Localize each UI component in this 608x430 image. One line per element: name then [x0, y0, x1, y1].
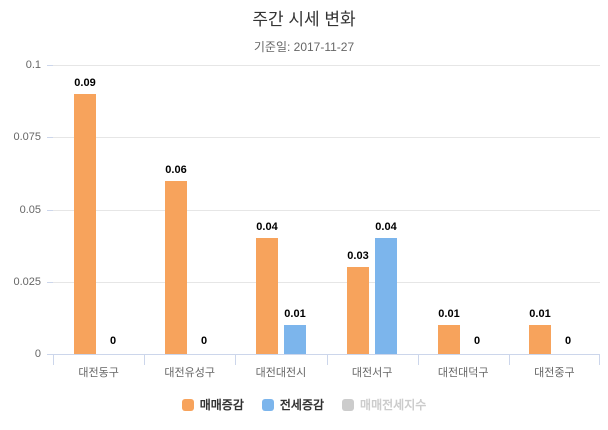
- bar-jeonse-change[interactable]: [284, 325, 306, 354]
- data-label: 0.03: [347, 250, 369, 262]
- legend-swatch-jeonse-change: [261, 398, 274, 411]
- data-label: 0: [473, 335, 481, 347]
- data-label: 0: [564, 335, 572, 347]
- y-axis-label: 0.1: [25, 59, 41, 71]
- y-axis-label: 0.025: [13, 275, 41, 288]
- y-axis-tick: [47, 209, 53, 211]
- legend-item-sale-change[interactable]: 매매증감: [181, 396, 244, 413]
- legend-swatch-sale-jeonse-index: [342, 398, 355, 411]
- x-axis-line: [53, 354, 600, 355]
- data-label: 0.04: [256, 221, 278, 233]
- y-axis-tick: [47, 137, 53, 139]
- x-axis-tick: [235, 355, 236, 365]
- x-axis-tick: [327, 355, 328, 365]
- y-axis-tick: [47, 281, 53, 283]
- legend-label-jeonse-change: 전세증감: [279, 398, 325, 412]
- bar-sale-change[interactable]: [347, 267, 369, 354]
- bar-jeonse-change[interactable]: [375, 238, 397, 354]
- gridline: [53, 65, 600, 66]
- x-axis-tick: [599, 355, 600, 365]
- x-axis-tick: [144, 355, 145, 365]
- bar-sale-change[interactable]: [438, 325, 460, 354]
- x-axis-tick: [53, 355, 54, 365]
- x-axis-label: 대전중구: [534, 367, 575, 379]
- data-label: 0.01: [529, 308, 551, 320]
- chart-subtitle: 기준일: 2017-11-27: [253, 40, 355, 54]
- data-label: 0.01: [438, 308, 460, 320]
- x-axis-tick: [509, 355, 510, 365]
- legend-swatch-sale-change: [181, 398, 194, 411]
- gridline: [53, 137, 600, 139]
- data-label: 0: [109, 335, 117, 347]
- y-axis-label: 0.05: [19, 203, 41, 216]
- plot-area: 0 0.025 0.05 0.075 0.1 대전동구 0.09 0 대전유성구 0.06 0 대전대…: [13, 59, 600, 379]
- bar-sale-change[interactable]: [74, 94, 96, 354]
- data-label: 0.09: [74, 77, 96, 89]
- y-axis-tick: [47, 354, 53, 355]
- legend: 매매증감 전세증감 매매전세지수: [0, 396, 608, 413]
- y-axis-tick: [47, 65, 53, 66]
- chart-title: 주간 시세 변화: [252, 10, 356, 29]
- x-axis-label: 대전대전시: [255, 367, 307, 379]
- y-axis-label: 0.075: [13, 131, 41, 144]
- x-axis-tick: [418, 355, 419, 365]
- bar-sale-change[interactable]: [529, 325, 551, 354]
- data-label: 0: [200, 335, 208, 347]
- x-axis-label: 대전동구: [78, 367, 119, 379]
- data-label: 0.04: [375, 221, 397, 233]
- x-axis-label: 대전대덕구: [437, 367, 489, 379]
- data-label: 0.01: [284, 308, 306, 320]
- gridline: [53, 209, 600, 211]
- bar-sale-change[interactable]: [256, 238, 278, 354]
- data-label: 0.06: [165, 164, 187, 176]
- legend-item-sale-jeonse-index[interactable]: 매매전세지수: [342, 396, 426, 413]
- x-axis-label: 대전유성구: [164, 367, 216, 379]
- x-axis-label: 대전서구: [351, 367, 393, 379]
- legend-label-sale-change: 매매증감: [199, 398, 244, 412]
- legend-label-sale-jeonse-index: 매매전세지수: [360, 398, 427, 412]
- y-axis-label: 0: [34, 348, 41, 360]
- gridline: [53, 281, 600, 283]
- legend-item-jeonse-change[interactable]: 전세증감: [261, 396, 325, 413]
- bar-sale-change[interactable]: [165, 181, 187, 354]
